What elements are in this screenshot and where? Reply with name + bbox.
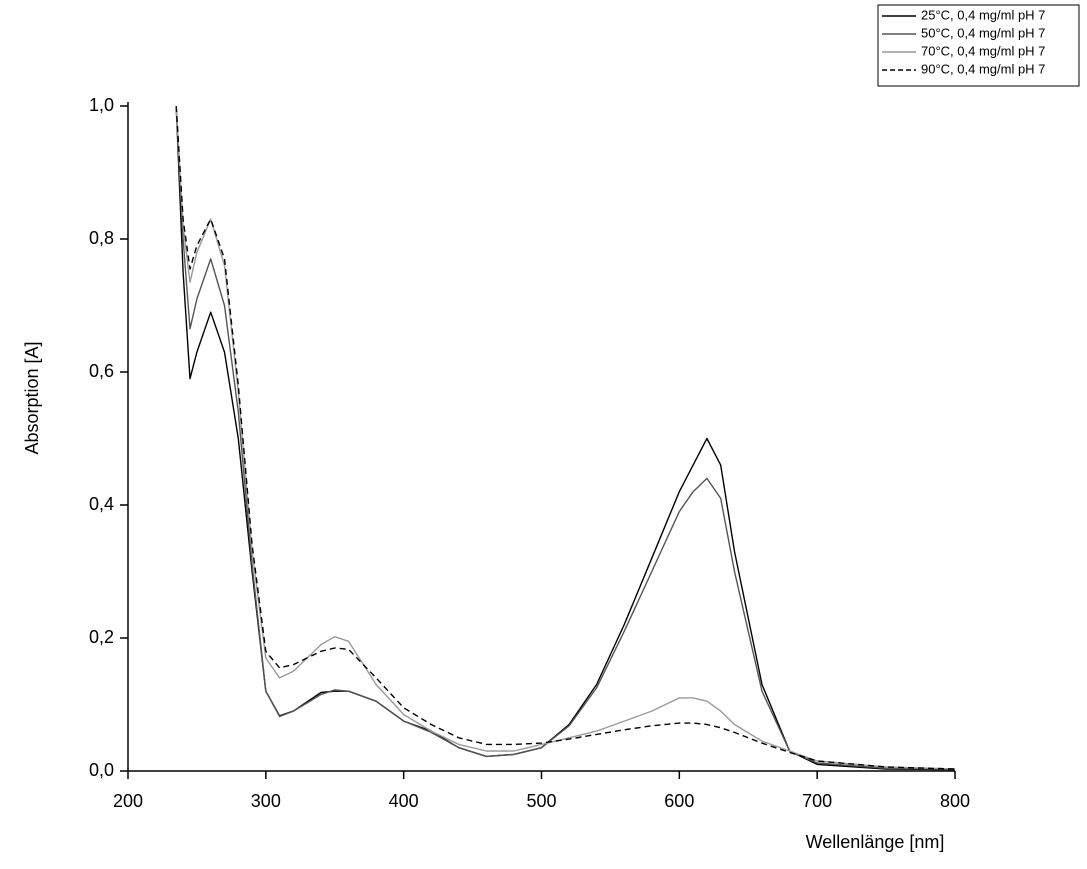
y-axis-label: Absorption [A] xyxy=(22,341,42,454)
legend-label: 90°C, 0,4 mg/ml pH 7 xyxy=(921,61,1045,76)
x-axis-label: Wellenlänge [nm] xyxy=(806,832,945,852)
series-line xyxy=(175,105,956,771)
legend-label: 50°C, 0,4 mg/ml pH 7 xyxy=(921,25,1045,40)
x-tick-label: 400 xyxy=(389,791,419,811)
legend: 25°C, 0,4 mg/ml pH 7 50°C, 0,4 mg/ml pH 7… xyxy=(877,4,1080,87)
legend-box xyxy=(877,4,1080,87)
y-tick-label: 0,6 xyxy=(89,361,114,381)
y-tick-label: 0,0 xyxy=(89,760,114,780)
x-tick-label: 600 xyxy=(664,791,694,811)
x-tick-label: 500 xyxy=(526,791,556,811)
x-tick-label: 800 xyxy=(940,791,970,811)
series-line xyxy=(175,105,956,770)
series-line xyxy=(175,105,956,770)
legend-label: 70°C, 0,4 mg/ml pH 7 xyxy=(921,43,1045,58)
y-tick-label: 0,8 xyxy=(89,228,114,248)
y-tick-label: 0,2 xyxy=(89,627,114,647)
series-line xyxy=(175,105,956,770)
legend-label: 25°C, 0,4 mg/ml pH 7 xyxy=(921,7,1045,22)
x-tick-label: 300 xyxy=(251,791,281,811)
x-tick-label: 700 xyxy=(802,791,832,811)
y-tick-label: 0,4 xyxy=(89,494,114,514)
x-tick-label: 200 xyxy=(113,791,143,811)
y-tick-label: 1,0 xyxy=(89,95,114,115)
